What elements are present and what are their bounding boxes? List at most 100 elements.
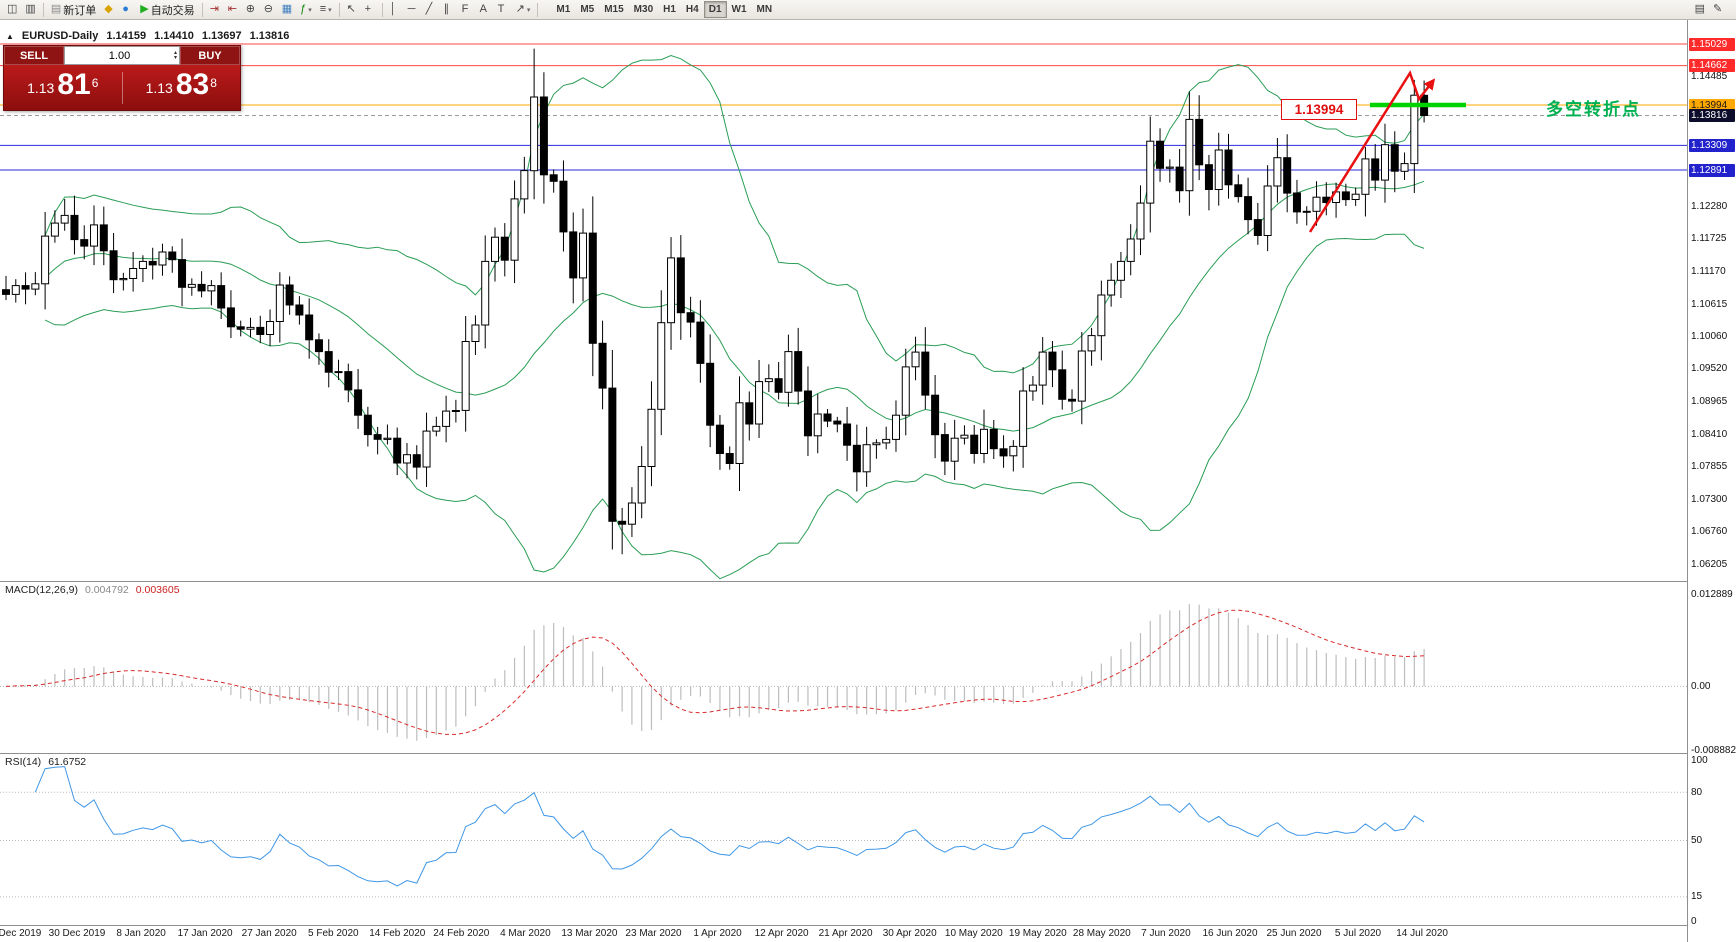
sell-price-pips: 81 — [57, 67, 91, 101]
zoom-in-button[interactable]: ⊕ — [242, 1, 260, 18]
volume-input[interactable]: 1.00 ▴ ▾ — [64, 46, 180, 65]
chevron-down-icon[interactable]: ▾ — [328, 6, 332, 14]
vertical-line-button[interactable]: │ — [386, 1, 404, 18]
timeframe-m15[interactable]: M15 — [599, 1, 628, 18]
zoom-out-button[interactable]: ⊖ — [260, 1, 278, 18]
rsi-indicator-panel[interactable] — [0, 754, 1687, 925]
indicators-button[interactable]: ƒ ▾ — [296, 1, 316, 18]
volume-down-icon[interactable]: ▾ — [173, 54, 177, 61]
volume-value[interactable]: 1.00 — [108, 49, 131, 62]
price-tick: 1.10615 — [1691, 298, 1728, 310]
profiles-button[interactable]: ▥ — [21, 1, 39, 18]
candle — [80, 225, 89, 260]
date-label: 25 Jun 2020 — [1266, 928, 1322, 939]
timeframe-w1[interactable]: W1 — [727, 1, 752, 18]
candle — [823, 409, 832, 428]
candle — [275, 272, 284, 343]
candle — [266, 309, 275, 347]
candle — [90, 205, 99, 266]
date-label: 5 Jul 2020 — [1334, 928, 1382, 939]
price-level-badge: 1.12891 — [1689, 163, 1735, 177]
sell-button[interactable]: SELL — [4, 46, 64, 65]
panel-separator[interactable] — [0, 753, 1736, 754]
volume-up-icon[interactable]: ▴ — [173, 49, 177, 56]
price-tick: 1.10060 — [1691, 331, 1728, 343]
macd-indicator-panel[interactable] — [0, 582, 1687, 753]
new-order-button-label: 新订单 — [63, 4, 97, 17]
new-order-button: ▤ — [50, 3, 62, 15]
trade-panel-toggle-icon[interactable]: ▲ — [6, 31, 14, 41]
price-chart[interactable] — [0, 20, 1687, 581]
auto-trading-button[interactable]: ▶ 自动交易 — [136, 1, 198, 18]
charts-window-button[interactable]: ◫ — [3, 1, 21, 18]
annotation-text[interactable]: 多空转折点 — [1546, 100, 1641, 119]
price-axis[interactable]: 1.14485 1.12280 1.11725 1.11170 1.10615 1.100… — [1687, 20, 1736, 942]
buy-price[interactable]: 1.13 83 8 — [123, 69, 241, 104]
draw-button[interactable]: ✎ — [1709, 1, 1727, 18]
candle — [344, 363, 353, 403]
price-flag[interactable]: 1.13994 — [1281, 99, 1357, 120]
candle — [354, 368, 363, 429]
horizontal-line-button[interactable]: ─ — [404, 1, 422, 18]
text-button[interactable]: A — [476, 1, 494, 18]
trendline-button[interactable]: ╱ — [422, 1, 440, 18]
candle — [618, 507, 627, 555]
arrows-button[interactable]: ↗ ▾ — [512, 1, 535, 18]
tile-windows-button[interactable]: ▦ — [278, 1, 296, 18]
candle — [980, 409, 988, 464]
candle — [940, 422, 949, 476]
timeframe-h4[interactable]: H4 — [681, 1, 704, 18]
candle — [432, 416, 441, 437]
time-axis-separator — [0, 925, 1736, 926]
candle — [1390, 131, 1399, 193]
candle — [461, 316, 470, 432]
macd-scale-tick: 0.012889 — [1691, 588, 1733, 600]
timeframe-m1[interactable]: M1 — [551, 1, 575, 18]
chevron-down-icon[interactable]: ▾ — [526, 6, 531, 14]
toolbar-separator — [537, 2, 539, 17]
sell-price-base: 1.13 — [27, 79, 55, 96]
chevron-down-icon[interactable]: ▾ — [308, 6, 312, 14]
time-axis[interactable]: 20 Dec 2019 30 Dec 2019 8 Jan 2020 17 Jan 2… — [0, 926, 1687, 942]
gold-button[interactable]: ◆ — [100, 1, 118, 18]
timeframe-m30[interactable]: M30 — [629, 1, 658, 18]
candle — [60, 198, 69, 231]
candle — [324, 339, 333, 388]
trend-arrow[interactable] — [1308, 70, 1436, 233]
panel-separator[interactable] — [0, 581, 1736, 582]
date-label: 19 May 2020 — [1008, 928, 1067, 939]
candle — [412, 445, 421, 480]
timeframe-mn[interactable]: MN — [752, 1, 778, 18]
sell-price[interactable]: 1.13 81 6 — [4, 67, 122, 104]
cursor-button[interactable]: ↖ — [343, 1, 361, 18]
crosshair-button[interactable]: + — [361, 1, 379, 18]
objects-list-button[interactable]: ≡ ▾ — [316, 1, 336, 18]
timeframe-m5[interactable]: M5 — [575, 1, 599, 18]
candle — [1068, 389, 1077, 412]
label-button[interactable]: T — [494, 1, 512, 18]
community-button[interactable]: ● — [118, 1, 136, 18]
candle — [588, 196, 597, 377]
new-order-button[interactable]: ▤ 新订单 — [47, 1, 100, 18]
price-tick: 1.06760 — [1691, 525, 1728, 537]
candle — [921, 327, 930, 410]
volume-stepper[interactable]: ▴ ▾ — [173, 49, 177, 61]
channel-button[interactable]: ∥ — [440, 1, 458, 18]
candle — [1380, 123, 1389, 203]
buy-button[interactable]: BUY — [180, 46, 240, 65]
timeframe-d1[interactable]: D1 — [703, 1, 727, 18]
candle — [31, 272, 40, 296]
new-window-button[interactable]: ▤ — [1691, 1, 1709, 18]
autoscroll-button[interactable]: ⇥ — [206, 1, 224, 18]
date-label: 10 May 2020 — [944, 928, 1003, 939]
candle — [745, 391, 754, 441]
candle — [891, 400, 900, 452]
rsi-name: RSI(14) — [5, 756, 42, 768]
fibonacci-button[interactable]: F — [458, 1, 476, 18]
date-label: 7 Jun 2020 — [1141, 928, 1191, 939]
candle — [1048, 341, 1057, 388]
timeframe-h1[interactable]: H1 — [658, 1, 681, 18]
price-divider — [121, 71, 123, 104]
chart-shift-button[interactable]: ⇤ — [224, 1, 242, 18]
candle — [2, 275, 10, 301]
